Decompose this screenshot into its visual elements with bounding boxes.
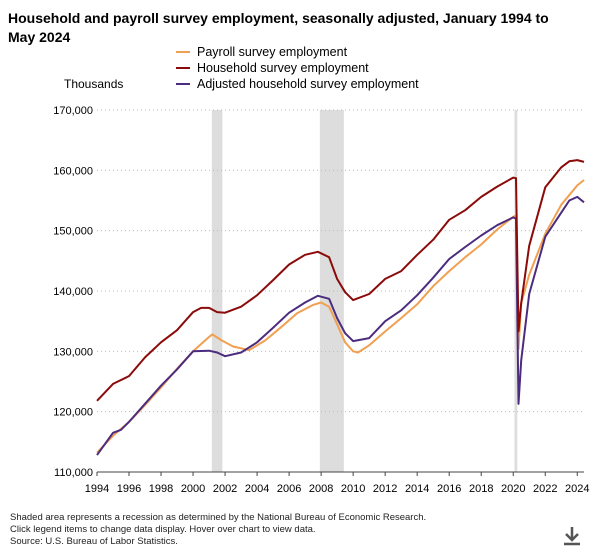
chart-title: Household and payroll survey employment,…: [8, 10, 549, 45]
x-tick-label: 2010: [341, 483, 365, 495]
legend-swatch-household: [176, 67, 190, 69]
legend-item-adjusted[interactable]: Adjusted household survey employment: [176, 76, 419, 92]
download-icon: [564, 527, 580, 546]
legend-label-payroll: Payroll survey employment: [197, 45, 348, 59]
x-tick-label: 2006: [277, 483, 301, 495]
x-tick-label: 2022: [533, 483, 557, 495]
x-tick-label: 2008: [309, 483, 333, 495]
x-tick-label: 2002: [213, 483, 237, 495]
x-tick-label: 2020: [501, 483, 525, 495]
footnote-recession: Shaded area represents a recession as de…: [10, 512, 427, 523]
legend-swatch-payroll: [176, 51, 190, 53]
series-lines: [96, 159, 585, 456]
download-button[interactable]: [561, 525, 583, 547]
recession-band-2: [514, 110, 518, 472]
legend-label-household: Household survey employment: [197, 61, 369, 75]
y-axis-unit-label: Thousands: [64, 77, 124, 91]
y-tick-label: 110,000: [54, 467, 93, 479]
legend-label-adjusted: Adjusted household survey employment: [197, 77, 419, 91]
footnotes: Shaded area represents a recession as de…: [10, 512, 426, 548]
x-tick-label: 1994: [85, 483, 109, 495]
legend: Payroll survey employment Household surv…: [176, 44, 419, 92]
y-tick-label: 130,000: [53, 346, 93, 358]
footnote-source: Source: U.S. Bureau of Labor Statistics.: [10, 536, 178, 547]
x-tick-label: 2000: [181, 483, 205, 495]
y-tick-label: 160,000: [53, 165, 93, 177]
x-tick-label: 2012: [373, 483, 397, 495]
x-tick-label: 2004: [245, 483, 269, 495]
footnote-instructions: Click legend items to change data displa…: [10, 524, 316, 535]
axes: 110,000 120,000 130,000 140,000 150,000 160,0…: [53, 105, 589, 495]
series-line-household: [96, 159, 585, 402]
recession-band-1: [319, 110, 344, 472]
x-tick-label: 2016: [437, 483, 461, 495]
y-tick-label: 140,000: [53, 286, 93, 298]
x-tick-label: 2018: [469, 483, 493, 495]
chart-plot-area[interactable]: 110,000 120,000 130,000 140,000 150,000 160,0…: [0, 0, 603, 505]
legend-item-payroll[interactable]: Payroll survey employment: [176, 44, 419, 60]
y-tick-label: 120,000: [53, 407, 93, 419]
x-tick-label: 2014: [405, 483, 429, 495]
legend-swatch-adjusted: [176, 83, 190, 85]
x-tick-label: 1998: [149, 483, 173, 495]
x-tick-label: 1996: [117, 483, 141, 495]
y-tick-label: 170,000: [53, 105, 93, 117]
series-line-adjusted: [96, 195, 585, 456]
x-tick-label: 2024: [565, 483, 589, 495]
y-tick-label: 150,000: [53, 226, 93, 238]
legend-item-household[interactable]: Household survey employment: [176, 60, 419, 76]
